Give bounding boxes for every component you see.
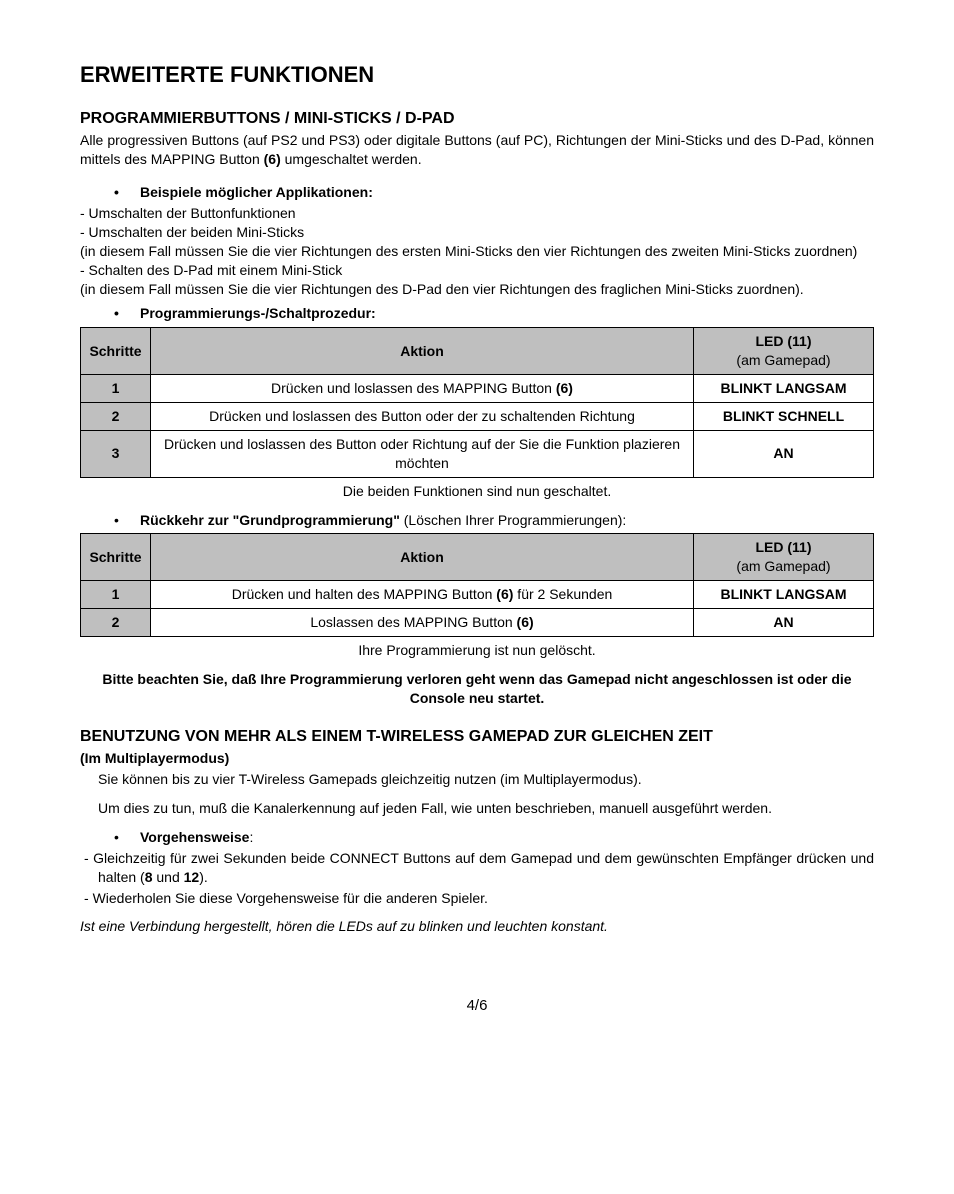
section-heading-1: PROGRAMMIERBUTTONS / MINI-STICKS / D-PAD bbox=[80, 108, 874, 130]
t2-r0-action: Drücken und halten des MAPPING Button (6… bbox=[151, 581, 694, 609]
t1-h3a: LED (11) bbox=[755, 333, 811, 349]
return-heading: Rückkehr zur "Grundprogrammierung" (Lösc… bbox=[140, 511, 874, 530]
colon: : bbox=[249, 829, 253, 845]
t1-r0-action: Drücken und loslassen des MAPPING Button… bbox=[151, 375, 694, 403]
example-2: - Umschalten der beiden Mini-Sticks bbox=[80, 223, 874, 242]
t2-h3: LED (11) (am Gamepad) bbox=[694, 534, 874, 581]
page-title: ERWEITERTE FUNKTIONEN bbox=[80, 60, 874, 90]
italic-note: Ist eine Verbindung hergestellt, hören d… bbox=[80, 917, 874, 936]
t2-r1-step: 2 bbox=[81, 609, 151, 637]
intro-text-before: Alle progressiven Buttons (auf PS2 und P… bbox=[80, 132, 874, 167]
t1-r0-step: 1 bbox=[81, 375, 151, 403]
example-2-sub: (in diesem Fall müssen Sie die vier Rich… bbox=[80, 242, 874, 261]
example-3: - Schalten des D-Pad mit einem Mini-Stic… bbox=[80, 261, 874, 280]
t2-r0-a-before: Drücken und halten des MAPPING Button bbox=[232, 586, 497, 602]
t2-r1-led: AN bbox=[694, 609, 874, 637]
t2-r0-a-bold: (6) bbox=[496, 586, 513, 602]
example-1: - Umschalten der Buttonfunktionen bbox=[80, 204, 874, 223]
dash-item-1: Gleichzeitig für zwei Sekunden beide CON… bbox=[98, 849, 874, 887]
t2-r1-a-before: Loslassen des MAPPING Button bbox=[310, 614, 516, 630]
t1-h2: Aktion bbox=[151, 328, 694, 375]
t1-h1: Schritte bbox=[81, 328, 151, 375]
dash-item-2: Wiederholen Sie diese Vorgehensweise für… bbox=[98, 889, 874, 908]
section-2-line1: Sie können bis zu vier T-Wireless Gamepa… bbox=[98, 770, 874, 789]
t1-h3: LED (11) (am Gamepad) bbox=[694, 328, 874, 375]
t1-r2-action: Drücken und loslassen des Button oder Ri… bbox=[151, 430, 694, 477]
t2-h1: Schritte bbox=[81, 534, 151, 581]
d1-mid: und bbox=[153, 869, 184, 885]
t2-r0-a-after: für 2 Sekunden bbox=[513, 586, 612, 602]
d1-bold2: 12 bbox=[184, 869, 200, 885]
t2-r1-action: Loslassen des MAPPING Button (6) bbox=[151, 609, 694, 637]
t1-r1-a-before: Drücken und loslassen des Button oder de… bbox=[209, 408, 635, 424]
t1-r2-step: 3 bbox=[81, 430, 151, 477]
t1-h3b: (am Gamepad) bbox=[700, 351, 867, 370]
page-number: 4/6 bbox=[80, 996, 874, 1016]
t1-r1-step: 2 bbox=[81, 402, 151, 430]
t2-r0-step: 1 bbox=[81, 581, 151, 609]
t2-r0-led: BLINKT LANGSAM bbox=[694, 581, 874, 609]
return-head-rest: (Löschen Ihrer Programmierungen): bbox=[400, 512, 626, 528]
t1-r2-led: AN bbox=[694, 430, 874, 477]
t2-r1-a-bold: (6) bbox=[517, 614, 534, 630]
intro-text-after: umgeschaltet werden. bbox=[281, 151, 422, 167]
t1-r1-led: BLINKT SCHNELL bbox=[694, 402, 874, 430]
section-2-subheading: (Im Multiplayermodus) bbox=[80, 749, 874, 768]
t1-r2-a-before: Drücken und loslassen des Button oder Ri… bbox=[164, 436, 680, 471]
intro-paragraph: Alle progressiven Buttons (auf PS2 und P… bbox=[80, 131, 874, 169]
d1-before: Gleichzeitig für zwei Sekunden beide CON… bbox=[93, 850, 874, 885]
procedure-heading-2: Vorgehensweise: bbox=[140, 828, 874, 847]
t1-r0-a-before: Drücken und loslassen des MAPPING Button bbox=[271, 380, 556, 396]
procedure-heading-1: Programmierungs-/Schaltprozedur: bbox=[140, 304, 874, 323]
procedure-table-1: Schritte Aktion LED (11) (am Gamepad) 1 … bbox=[80, 327, 874, 477]
section-heading-2: BENUTZUNG VON MEHR ALS EINEM T-WIRELESS … bbox=[80, 726, 874, 748]
example-3-sub: (in diesem Fall müssen Sie die vier Rich… bbox=[80, 280, 874, 299]
d1-after: ). bbox=[199, 869, 208, 885]
t2-h3b: (am Gamepad) bbox=[700, 557, 867, 576]
examples-heading: Beispiele möglicher Applikationen: bbox=[140, 183, 874, 202]
t1-r0-a-bold: (6) bbox=[556, 380, 573, 396]
t2-h3a: LED (11) bbox=[755, 539, 811, 555]
procedure-table-2: Schritte Aktion LED (11) (am Gamepad) 1 … bbox=[80, 533, 874, 637]
return-head-bold: Rückkehr zur "Grundprogrammierung" bbox=[140, 512, 400, 528]
section-2-line2: Um dies zu tun, muß die Kanalerkennung a… bbox=[98, 799, 874, 818]
t2-h2: Aktion bbox=[151, 534, 694, 581]
caption-2: Ihre Programmierung ist nun gelöscht. bbox=[80, 641, 874, 660]
d1-bold1: 8 bbox=[145, 869, 153, 885]
note-bold: Bitte beachten Sie, daß Ihre Programmier… bbox=[80, 670, 874, 708]
t1-r0-led: BLINKT LANGSAM bbox=[694, 375, 874, 403]
procedure-heading-2-text: Vorgehensweise bbox=[140, 829, 249, 845]
intro-bold-ref: (6) bbox=[264, 151, 281, 167]
t1-r1-action: Drücken und loslassen des Button oder de… bbox=[151, 402, 694, 430]
caption-1: Die beiden Funktionen sind nun geschalte… bbox=[80, 482, 874, 501]
